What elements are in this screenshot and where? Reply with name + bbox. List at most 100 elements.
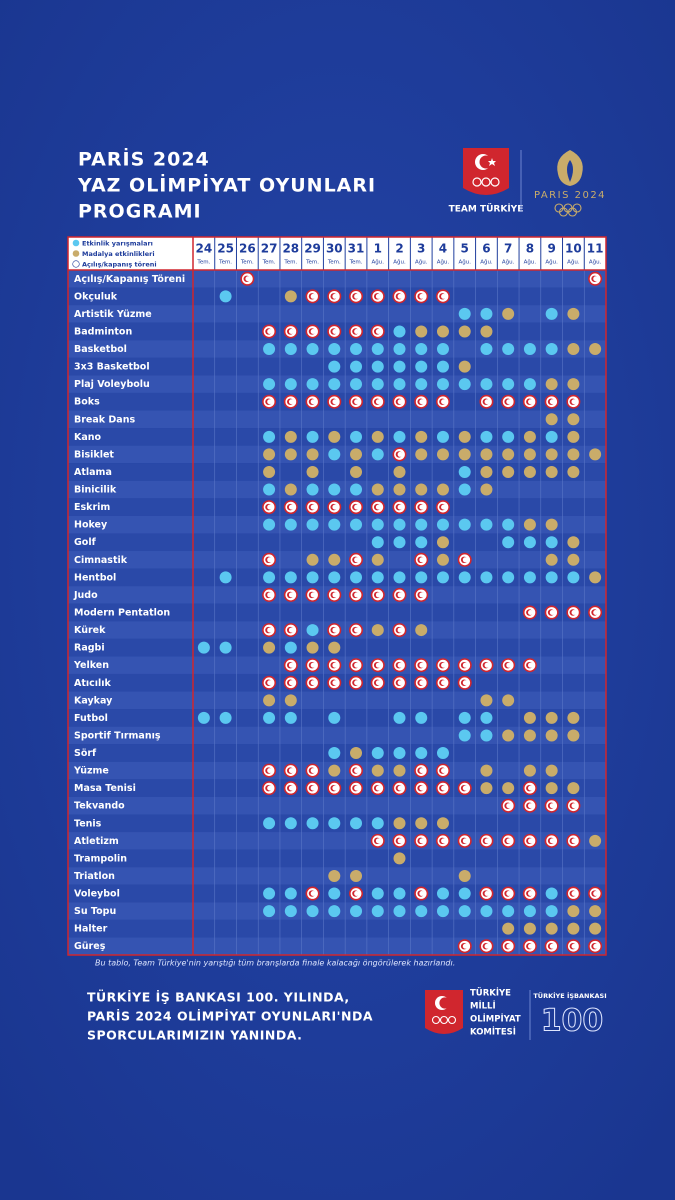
team-medal-icon [262, 623, 277, 638]
tmok-text: TÜRKİYE [470, 988, 511, 999]
event-dot [328, 483, 341, 496]
team-medal-icon [414, 552, 429, 567]
event-dot [480, 518, 493, 531]
day-cell [541, 237, 563, 270]
day-number: 25 [217, 242, 234, 256]
event-dot [371, 817, 384, 830]
team-medal-icon [392, 675, 407, 690]
event-dot [415, 378, 428, 391]
event-dot [458, 483, 471, 496]
event-dot [350, 430, 363, 443]
sport-name: Trampolin [74, 853, 127, 864]
event-dot [328, 343, 341, 356]
icon-crescent-cut [441, 504, 447, 510]
team-medal-icon [435, 763, 450, 778]
event-dot [219, 641, 232, 654]
team-medal-icon [305, 781, 320, 796]
team-medal-icon [522, 886, 537, 901]
day-cell [519, 237, 541, 270]
team-medal-icon [370, 675, 385, 690]
team-medal-icon [435, 781, 450, 796]
day-number: 10 [565, 242, 582, 256]
sport-name: Atlama [74, 467, 112, 478]
medal-dot [263, 641, 276, 654]
icon-crescent-cut [288, 504, 294, 510]
tmok-logo: TÜRKİYE MİLLİ OLİMPİYAT KOMİTESİ [425, 988, 521, 1038]
icon-crescent-cut [419, 838, 425, 844]
team-medal-icon [435, 289, 450, 304]
medal-dot [415, 817, 428, 830]
event-dot [328, 518, 341, 531]
medal-dot [458, 325, 471, 338]
team-medal-icon [522, 781, 537, 796]
event-dot [458, 465, 471, 478]
sport-name: Sörf [74, 748, 97, 759]
day-month: Ağu. [458, 259, 471, 266]
medal-dot [589, 448, 602, 461]
event-dot [263, 571, 276, 584]
icon-crescent-cut [332, 328, 338, 334]
medal-dot [567, 465, 580, 478]
team-medal-icon [479, 886, 494, 901]
team-logo-text: TEAM TÜRKİYE [449, 204, 524, 215]
row-stripe [68, 937, 606, 955]
team-medal-icon [392, 500, 407, 515]
team-medal-icon [435, 394, 450, 409]
team-medal-icon [262, 763, 277, 778]
event-dot [502, 343, 515, 356]
icon-crescent-cut [593, 891, 599, 897]
event-dot [393, 518, 406, 531]
event-dot [350, 360, 363, 373]
icon-crescent-cut [528, 803, 534, 809]
medal-dot [567, 343, 580, 356]
medal-dot [545, 764, 558, 777]
event-dot [328, 887, 341, 900]
team-medal-icon [479, 833, 494, 848]
icon-crescent-cut [375, 504, 381, 510]
icon-crescent-cut [528, 838, 534, 844]
medal-dot [328, 430, 341, 443]
bank-year: 100 [541, 1004, 604, 1039]
event-dot [393, 430, 406, 443]
icon-crescent-cut [441, 662, 447, 668]
team-medal-icon [392, 623, 407, 638]
icon-crescent-cut [267, 592, 273, 598]
legend-dot [72, 250, 80, 257]
sport-name: Tekvando [74, 801, 125, 812]
event-dot [502, 571, 515, 584]
icon-crescent-cut [419, 768, 425, 774]
medal-dot [306, 448, 319, 461]
icon-crescent-cut [484, 662, 490, 668]
medal-dot [480, 325, 493, 338]
medal-dot [589, 905, 602, 918]
day-number: 3 [417, 242, 425, 256]
event-dot [415, 536, 428, 549]
event-dot [263, 817, 276, 830]
event-dot [436, 430, 449, 443]
title: PARİS 2024 [78, 147, 210, 171]
icon-crescent-cut [528, 399, 534, 405]
icon-crescent-cut [310, 293, 316, 299]
team-medal-icon [327, 500, 342, 515]
team-medal-icon [349, 658, 364, 673]
day-month: Tem. [327, 260, 341, 266]
event-dot [371, 343, 384, 356]
icon-crescent-cut [375, 399, 381, 405]
event-dot [480, 307, 493, 320]
event-dot [523, 905, 536, 918]
event-dot [415, 343, 428, 356]
day-cell [193, 237, 215, 270]
legend-cell [68, 237, 193, 270]
event-dot [371, 448, 384, 461]
icon-crescent-cut [267, 399, 273, 405]
medal-dot [263, 465, 276, 478]
event-dot [393, 536, 406, 549]
title: PROGRAMI [78, 201, 202, 223]
event-dot [371, 571, 384, 584]
team-medal-icon [501, 939, 516, 954]
medal-dot [480, 764, 493, 777]
day-cell [584, 237, 606, 270]
icon-crescent-cut [332, 680, 338, 686]
icon-crescent-cut [267, 504, 273, 510]
medal-dot [328, 553, 341, 566]
